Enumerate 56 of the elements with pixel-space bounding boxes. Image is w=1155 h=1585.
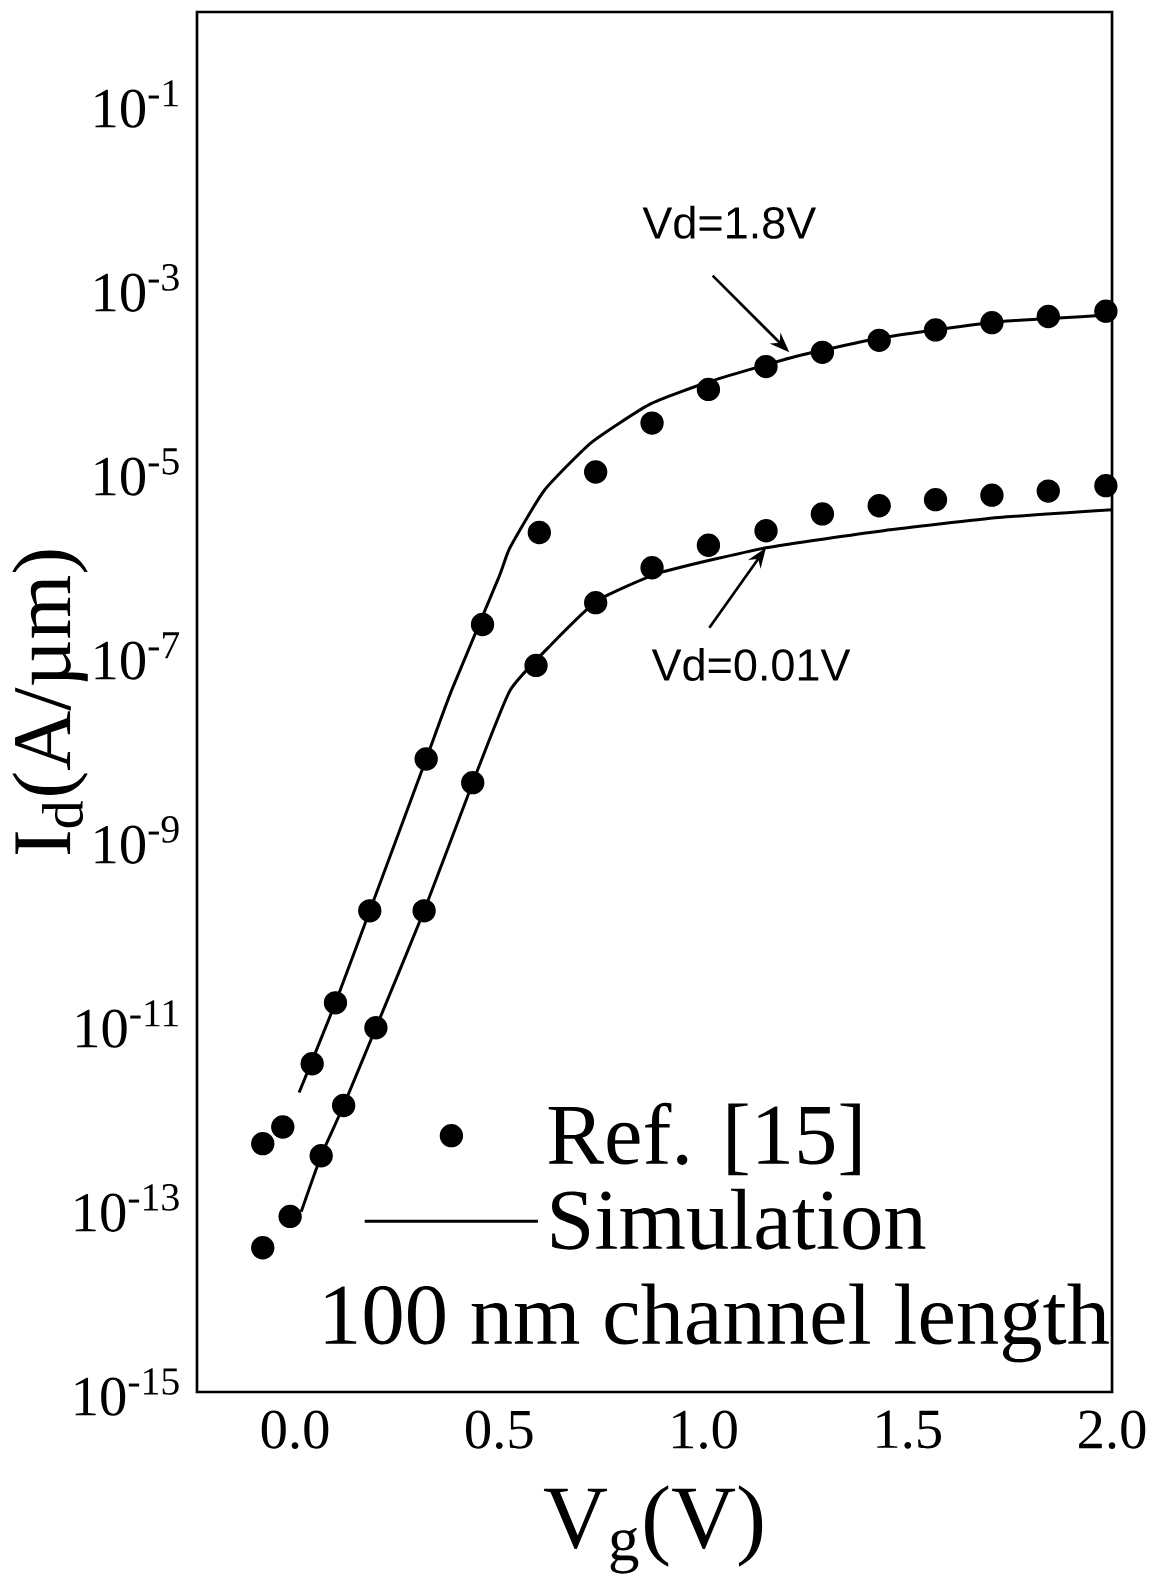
point <box>271 1115 295 1139</box>
y-axis-title: I$_{d}$(A/µm) <box>12 550 88 855</box>
y-tick-label: 10$^{-15}$ <box>75 1368 179 1416</box>
x-axis-title: V$_{g}$(V) <box>543 1485 763 1574</box>
point <box>470 612 495 637</box>
point <box>584 460 608 484</box>
legend-label: Ref. [15] <box>548 1102 860 1176</box>
x-tick-label: 0.5 <box>466 1410 533 1449</box>
point <box>1094 474 1118 498</box>
point <box>810 340 835 364</box>
y-tick-label: 10$^{-11}$ <box>77 1000 178 1048</box>
point <box>364 1016 388 1040</box>
point <box>461 770 485 795</box>
point <box>640 556 664 580</box>
y-tick-label: 10$^{-9}$ <box>95 816 179 864</box>
x-tick-label: 1.0 <box>673 1410 737 1449</box>
annotation: Vd=0.01V <box>651 647 851 681</box>
x-tick-label: 1.5 <box>877 1410 941 1449</box>
point <box>527 520 551 545</box>
y-tick-label: 10$^{-1}$ <box>95 80 178 128</box>
point <box>309 1144 333 1168</box>
point <box>754 519 778 543</box>
point <box>323 991 348 1015</box>
point <box>524 653 548 678</box>
y-tick-label: 10$^{-3}$ <box>95 264 179 312</box>
x-tick-label: 2.0 <box>1079 1410 1146 1449</box>
point <box>584 591 608 615</box>
point <box>867 494 891 518</box>
legend-label: Simulation <box>552 1188 926 1250</box>
y-tick-label: 10$^{-7}$ <box>95 632 180 680</box>
point <box>1094 299 1118 323</box>
point <box>696 533 721 557</box>
y-tick-label: 10$^{-5}$ <box>95 448 179 496</box>
point <box>278 1204 302 1229</box>
point <box>412 899 436 923</box>
y-tick-label: 10$^{-13}$ <box>75 1184 179 1232</box>
point <box>923 318 948 342</box>
point <box>810 502 835 526</box>
point <box>300 1052 324 1076</box>
point <box>980 483 1004 507</box>
annotation: 100 nm channel length <box>325 1283 1109 1363</box>
point <box>331 1093 356 1118</box>
point <box>980 310 1004 335</box>
point <box>640 411 664 435</box>
point <box>358 899 382 923</box>
point <box>414 747 438 771</box>
point <box>1036 479 1060 503</box>
point <box>696 377 721 402</box>
annotation: Vd=1.8V <box>642 205 817 239</box>
point <box>251 1132 275 1156</box>
point <box>754 354 778 379</box>
point <box>867 328 891 352</box>
x-tick-label: 0.0 <box>261 1410 329 1449</box>
point <box>1036 304 1060 329</box>
point <box>251 1236 275 1260</box>
point <box>923 488 948 512</box>
